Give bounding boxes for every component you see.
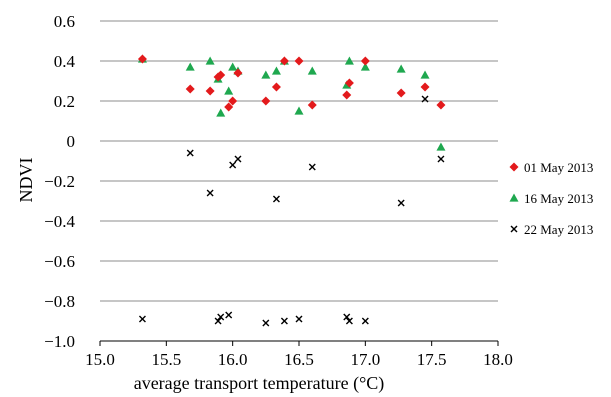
x-tick-label: 15.0 (85, 350, 115, 369)
point-16-may-2013 (261, 70, 271, 79)
point-22-may-2013 (206, 189, 214, 197)
y-tick-label: 0.6 (54, 12, 75, 31)
point-16-may-2013 (271, 66, 281, 75)
point-16-may-2013 (185, 62, 195, 71)
point-01-may-2013 (360, 56, 370, 66)
x-tick-label: 15.5 (151, 350, 181, 369)
legend-label-01-may-2013: 01 May 2013 (524, 160, 593, 175)
point-01-may-2013 (261, 96, 271, 106)
x-tick-label: 16.5 (284, 350, 314, 369)
y-tick-label: −1.0 (44, 332, 75, 351)
point-16-may-2013 (228, 62, 238, 71)
legend-marker-22-may-2013 (510, 225, 518, 233)
gridlines (100, 20, 498, 342)
point-16-may-2013 (205, 56, 215, 65)
point-01-may-2013 (205, 86, 215, 96)
x-axis-label: average transport temperature (°C) (134, 373, 385, 394)
legend-label-22-may-2013: 22 May 2013 (524, 222, 593, 237)
point-01-may-2013 (420, 82, 430, 92)
point-01-may-2013 (137, 54, 147, 64)
x-tick-label: 18.0 (483, 350, 513, 369)
point-22-may-2013 (229, 161, 237, 169)
point-22-may-2013 (262, 319, 270, 327)
legend-marker-16-may-2013 (509, 193, 519, 202)
y-tick-label: 0.4 (54, 52, 76, 71)
point-16-may-2013 (420, 70, 430, 79)
point-01-may-2013 (216, 70, 226, 80)
point-01-may-2013 (233, 68, 243, 78)
point-01-may-2013 (279, 56, 289, 66)
point-22-may-2013 (343, 313, 351, 321)
x-tick-label: 17.0 (350, 350, 380, 369)
y-tick-label: −0.6 (44, 252, 75, 271)
y-tick-label: 0 (67, 132, 76, 151)
x-axis-ticks: 15.0 15.5 16.0 16.5 17.0 17.5 18.0 (85, 341, 513, 369)
legend-marker-01-may-2013 (509, 162, 519, 172)
point-22-may-2013 (272, 195, 280, 203)
point-22-may-2013 (217, 313, 225, 321)
legend-label-16-may-2013: 16 May 2013 (524, 191, 593, 206)
x-tick-label: 17.5 (417, 350, 447, 369)
point-16-may-2013 (224, 86, 234, 95)
y-axis-label: NDVI (16, 158, 36, 203)
y-tick-label: −0.2 (44, 172, 75, 191)
point-22-may-2013 (345, 317, 353, 325)
data-points (137, 54, 446, 327)
point-01-may-2013 (224, 102, 234, 112)
point-01-may-2013 (344, 78, 354, 88)
point-01-may-2013 (185, 84, 195, 94)
point-22-may-2013 (421, 95, 429, 103)
point-01-may-2013 (396, 88, 406, 98)
point-22-may-2013 (308, 163, 316, 171)
point-22-may-2013 (397, 199, 405, 207)
point-01-may-2013 (436, 100, 446, 110)
y-tick-label: −0.4 (44, 212, 75, 231)
point-01-may-2013 (294, 56, 304, 66)
point-22-may-2013 (186, 149, 194, 157)
point-22-may-2013 (295, 315, 303, 323)
point-16-may-2013 (396, 64, 406, 73)
point-01-may-2013 (228, 96, 238, 106)
point-01-may-2013 (342, 90, 352, 100)
point-16-may-2013 (360, 62, 370, 71)
point-16-may-2013 (307, 66, 317, 75)
point-22-may-2013 (214, 317, 222, 325)
point-01-may-2013 (271, 82, 281, 92)
point-22-may-2013 (280, 317, 288, 325)
point-16-may-2013 (216, 108, 226, 117)
point-22-may-2013 (437, 155, 445, 163)
point-22-may-2013 (138, 315, 146, 323)
point-22-may-2013 (234, 155, 242, 163)
point-16-may-2013 (294, 106, 304, 115)
y-tick-label: −0.8 (44, 292, 75, 311)
point-22-may-2013 (361, 317, 369, 325)
y-axis-ticks: −1.0 −0.8 −0.6 −0.4 −0.2 0 0.2 0.4 0.6 (44, 12, 75, 351)
y-tick-label: 0.2 (54, 92, 75, 111)
point-16-may-2013 (436, 142, 446, 151)
point-22-may-2013 (225, 311, 233, 319)
legend: 01 May 2013 16 May 2013 22 May 2013 (509, 160, 593, 237)
point-16-may-2013 (344, 56, 354, 65)
x-tick-label: 16.0 (218, 350, 248, 369)
point-01-may-2013 (307, 100, 317, 110)
